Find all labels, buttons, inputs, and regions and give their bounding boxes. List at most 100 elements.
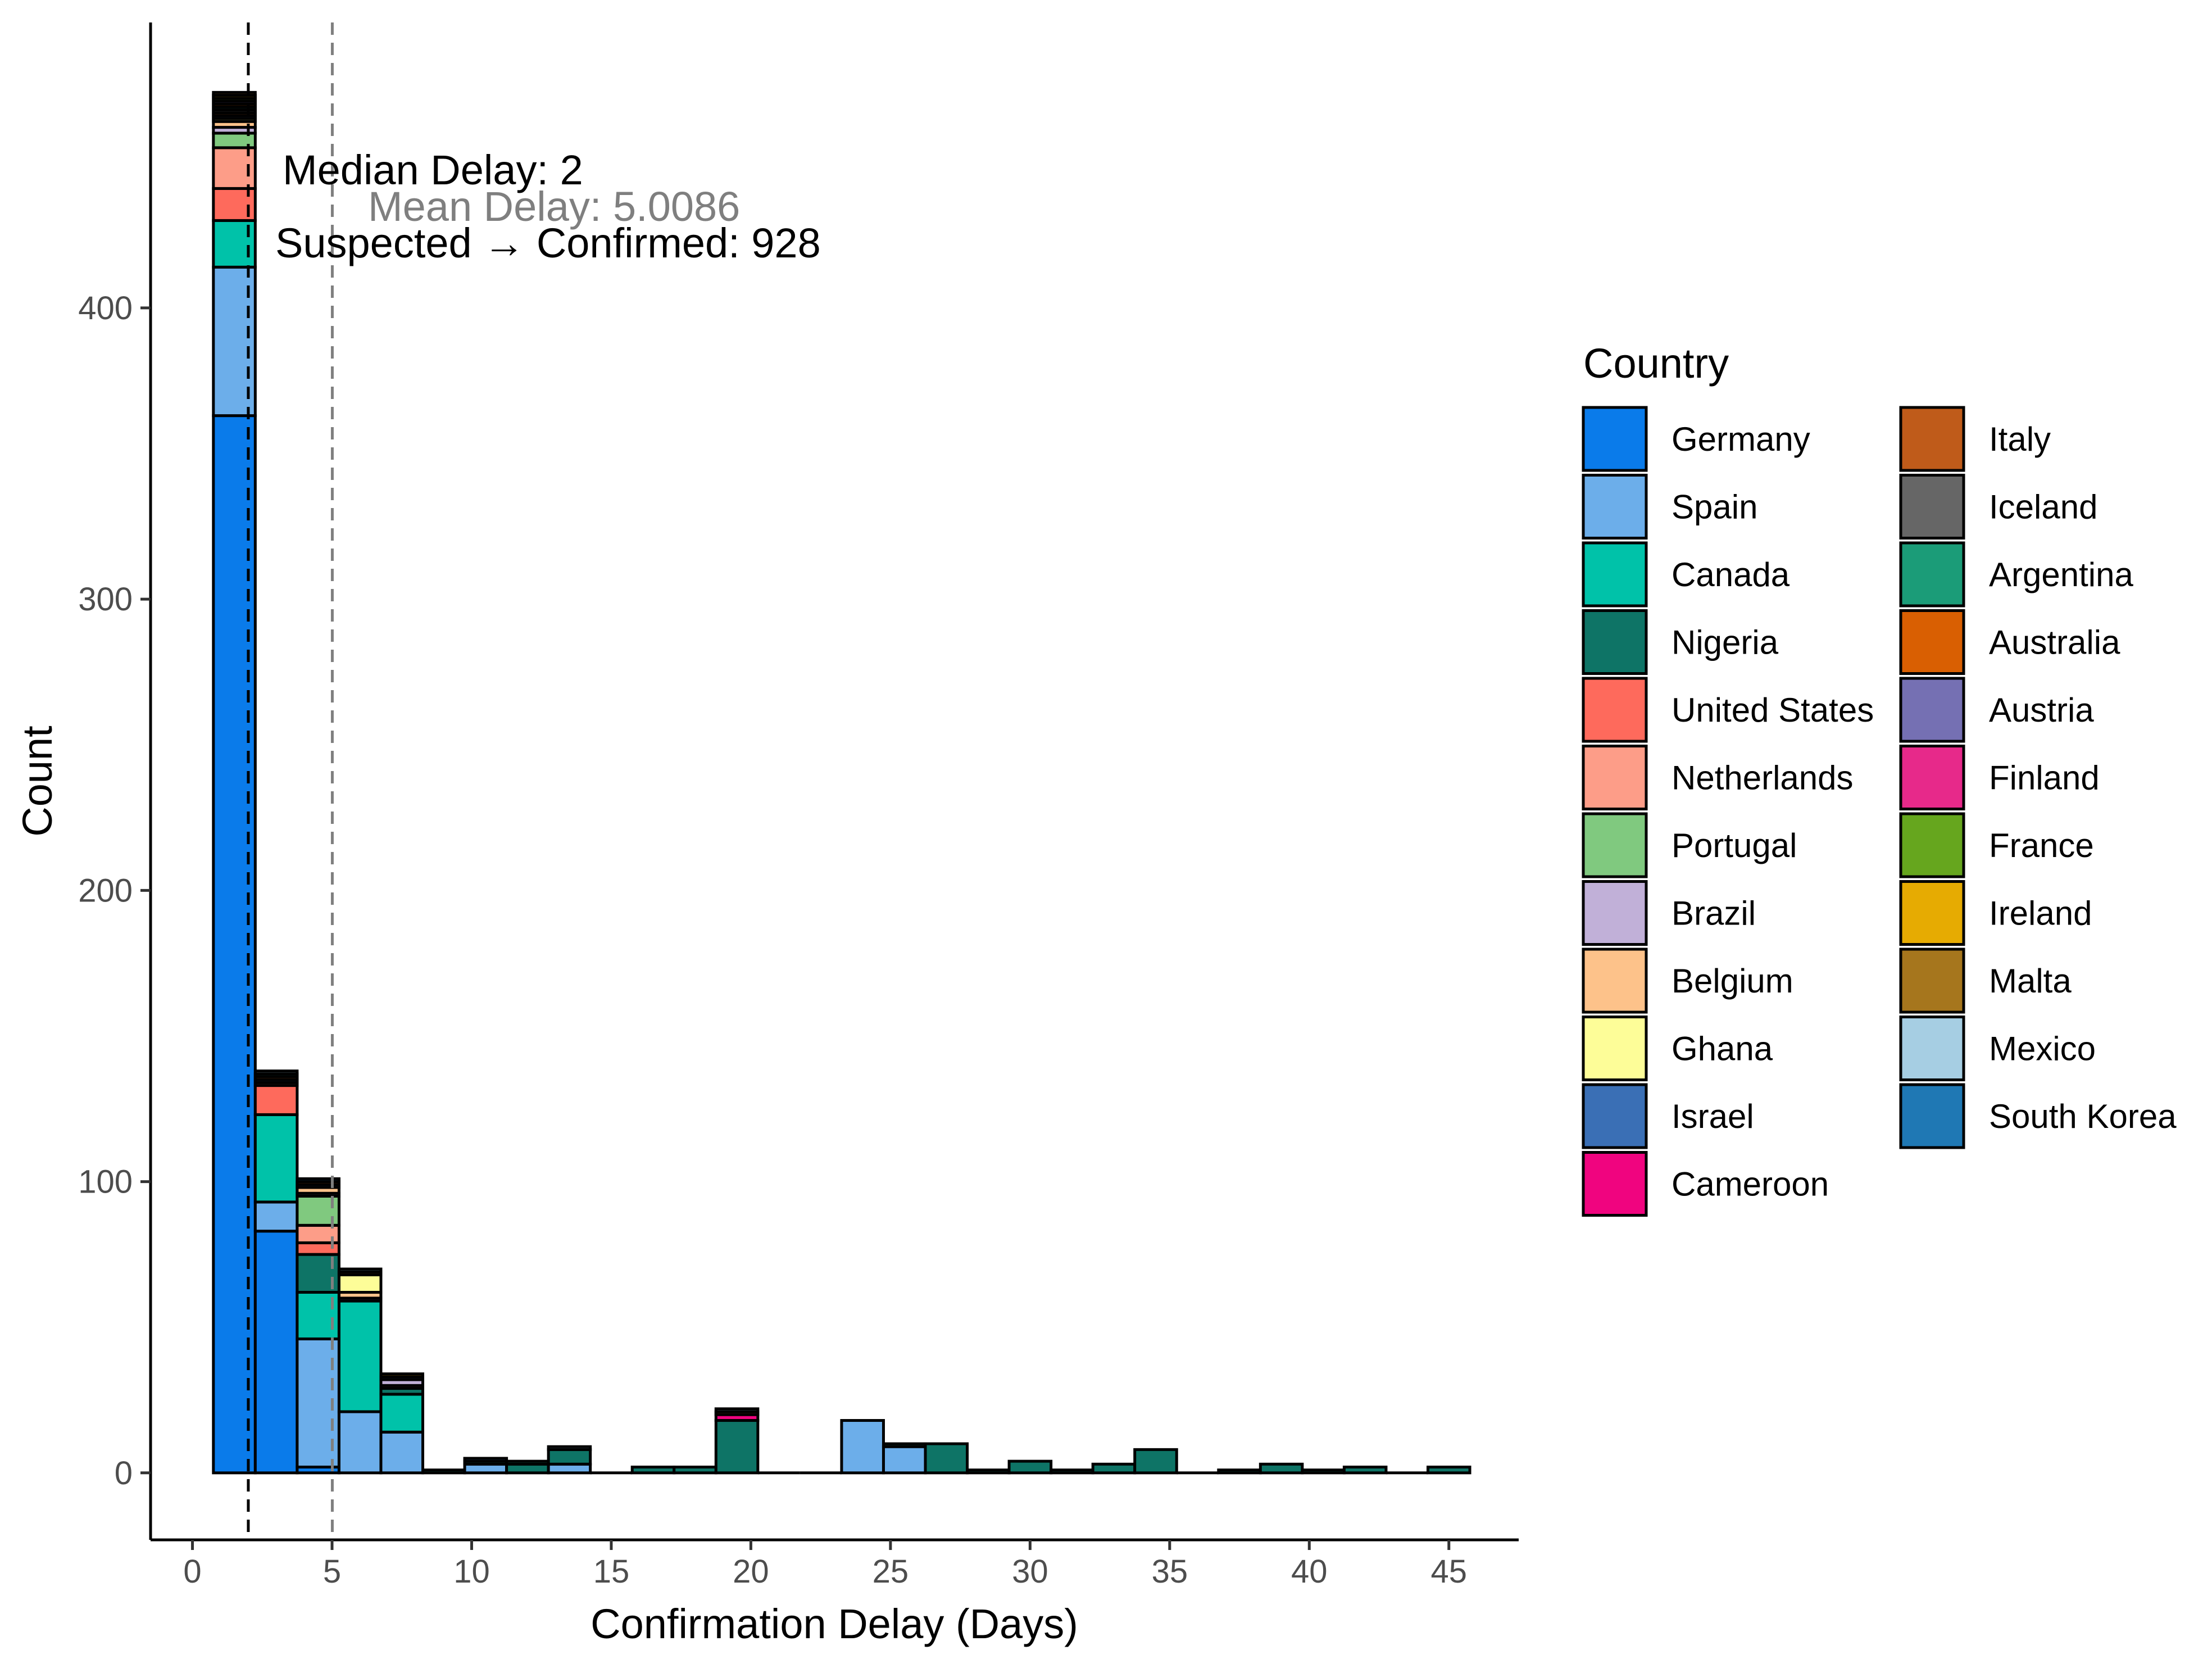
axes — [149, 22, 1519, 1542]
legend-label-united-states: United States — [1672, 691, 1874, 729]
legend-label-brazil: Brazil — [1672, 895, 1756, 932]
y-axis-title: Count — [14, 726, 61, 837]
x-tick-label: 5 — [323, 1553, 341, 1590]
legend-label-spain: Spain — [1672, 488, 1757, 526]
legend-label-south-korea: South Korea — [1989, 1098, 2177, 1135]
legend-key-australia — [1899, 609, 1965, 675]
y-tick-label: 0 — [115, 1455, 133, 1492]
legend-key-italy — [1899, 406, 1965, 472]
legend: Country Germany Spain Canada Nigeria United … — [1582, 340, 2177, 1217]
legend-label-ireland: Ireland — [1989, 895, 2092, 932]
suspected-confirmed-label: Suspected → Confirmed: 928 — [275, 220, 821, 266]
legend-key-israel — [1582, 1083, 1648, 1149]
legend-key-united-states — [1582, 677, 1648, 743]
bar-segment-spain — [882, 1445, 927, 1475]
legend-key-france — [1899, 812, 1965, 878]
legend-label-canada: Canada — [1672, 556, 1790, 593]
bar-segment-nigeria — [924, 1442, 969, 1475]
legend-label-germany: Germany — [1672, 420, 1810, 458]
legend-label-argentina: Argentina — [1989, 556, 2133, 593]
legend-key-germany — [1582, 406, 1648, 472]
x-axis-title: Confirmation Delay (Days) — [591, 1601, 1078, 1647]
bar-segment-canada — [337, 1299, 383, 1413]
legend-title: Country — [1583, 340, 1729, 387]
x-tick-label: 35 — [1152, 1553, 1188, 1590]
bar-segment-nigeria — [1133, 1448, 1178, 1475]
bar-segment-argentina — [505, 1459, 550, 1466]
x-axis-ticks: 0 5 10 15 20 25 30 35 40 45 — [183, 1540, 1467, 1590]
legend-key-belgium — [1582, 948, 1648, 1014]
legend-label-portugal: Portugal — [1672, 827, 1797, 864]
bar-segment-nigeria — [714, 1419, 760, 1475]
y-tick-label: 200 — [78, 872, 133, 909]
legend-key-iceland — [1899, 474, 1965, 540]
legend-label-iceland: Iceland — [1989, 488, 2097, 526]
x-tick-label: 40 — [1291, 1553, 1328, 1590]
legend-key-argentina — [1899, 541, 1965, 608]
bar-segment-nigeria — [1301, 1468, 1346, 1475]
bar-segment-germany — [253, 1230, 299, 1475]
y-tick-label: 300 — [78, 581, 133, 618]
legend-label-netherlands: Netherlands — [1672, 759, 1854, 797]
bar-segment-ireland — [379, 1372, 425, 1379]
legend-key-canada — [1582, 541, 1648, 608]
bar-segment-mexico — [253, 1069, 299, 1076]
bar-segment-israel — [463, 1457, 508, 1463]
legend-label-australia: Australia — [1989, 624, 2120, 661]
legend-label-malta: Malta — [1989, 962, 2072, 1000]
bar-segment-nigeria — [421, 1468, 466, 1475]
legend-key-cameroon — [1582, 1151, 1648, 1217]
legend-label-nigeria: Nigeria — [1672, 624, 1779, 661]
legend-key-portugal — [1582, 812, 1648, 878]
median-delay-label: Median Delay: 2 — [283, 147, 583, 193]
annotations: Median Delay: 2 Mean Delay: 5.0086 Suspe… — [275, 147, 821, 266]
legend-label-finland: Finland — [1989, 759, 2100, 797]
legend-label-belgium: Belgium — [1672, 962, 1793, 1000]
bar-segment-nigeria — [966, 1468, 1011, 1475]
legend-label-cameroon: Cameroon — [1672, 1166, 1829, 1203]
bar-segment-nigeria — [547, 1448, 592, 1466]
x-tick-label: 45 — [1431, 1553, 1468, 1590]
legend-key-malta — [1899, 948, 1965, 1014]
bar-segment-spain — [253, 1200, 299, 1233]
legend-key-ghana — [1582, 1016, 1648, 1081]
bar-segment-ghana — [337, 1273, 383, 1294]
bar-segment-nigeria — [1259, 1462, 1304, 1475]
legend-key-south-korea — [1899, 1083, 1965, 1149]
x-tick-label: 25 — [873, 1553, 909, 1590]
bar-segment-nigeria — [1342, 1465, 1388, 1475]
bar-segment-canada — [379, 1393, 425, 1434]
legend-key-spain — [1582, 474, 1648, 540]
bar-segment-nigeria — [673, 1465, 717, 1475]
x-tick-label: 30 — [1012, 1553, 1048, 1590]
bar-segment-malta — [212, 90, 257, 97]
bar-segment-nigeria — [1426, 1465, 1471, 1475]
bar-segment-nigeria — [882, 1442, 927, 1448]
bar-segment-nigeria — [1217, 1468, 1262, 1475]
legend-label-israel: Israel — [1672, 1098, 1754, 1135]
bar-segment-south-korea — [296, 1177, 340, 1184]
x-tick-label: 15 — [593, 1553, 630, 1590]
x-tick-label: 0 — [183, 1553, 201, 1590]
y-tick-label: 400 — [78, 290, 133, 327]
x-tick-label: 10 — [453, 1553, 490, 1590]
bar-segment-spain — [337, 1410, 383, 1475]
bar-segment-nigeria — [1050, 1468, 1094, 1475]
bar-segment-spain — [840, 1419, 885, 1475]
y-tick-label: 100 — [78, 1164, 133, 1200]
bar-segment-mexico — [547, 1445, 592, 1451]
mean-delay-label: Mean Delay: 5.0086 — [368, 183, 740, 230]
legend-key-mexico — [1899, 1016, 1965, 1081]
bar-segment-canada — [253, 1113, 299, 1204]
y-axis-ticks: 0 100 200 300 400 — [78, 290, 151, 1492]
legend-label-austria: Austria — [1989, 691, 2094, 729]
legend-key-nigeria — [1582, 609, 1648, 675]
reference-lines — [247, 22, 334, 1540]
legend-label-italy: Italy — [1989, 420, 2051, 458]
x-tick-label: 20 — [733, 1553, 769, 1590]
bar-segment-nigeria — [1091, 1462, 1137, 1475]
legend-key-austria — [1899, 677, 1965, 743]
bar-segment-nigeria — [630, 1465, 676, 1475]
bar-segment-united-states — [253, 1084, 299, 1116]
